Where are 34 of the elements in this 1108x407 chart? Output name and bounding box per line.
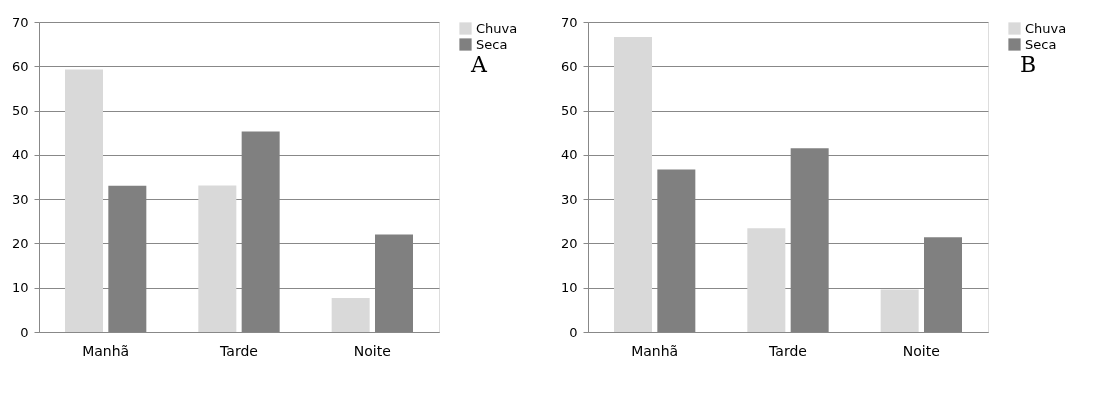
y-tick-label: 10 [560, 280, 578, 296]
text: A [470, 52, 489, 78]
legend-label: Seca [1025, 36, 1057, 52]
bar [614, 37, 652, 332]
y-tick-label: 70 [11, 14, 29, 30]
y-tick-label: 0 [569, 324, 578, 340]
bar [747, 228, 786, 332]
y-tick-label: 40 [11, 147, 29, 163]
text: B [1019, 52, 1037, 78]
bar [65, 69, 103, 332]
y-tick-label: 30 [11, 191, 29, 207]
y-tick-label: 20 [560, 235, 578, 251]
bar [880, 289, 919, 332]
y-tick-label: 50 [560, 103, 578, 119]
y-tick-label: 50 [11, 103, 29, 119]
x-tick-label: Noite [902, 342, 940, 359]
y-tick-label: 20 [11, 235, 29, 251]
x-tick-label: Manhã [631, 342, 679, 359]
bar [198, 185, 237, 332]
legend-label: Chuva [476, 20, 518, 36]
bar [331, 297, 370, 332]
y-tick-label: 40 [560, 147, 578, 163]
y-tick-label: 10 [11, 280, 29, 296]
x-tick-label: Tarde [768, 342, 807, 359]
y-tick-label: 60 [11, 58, 29, 74]
y-tick-label: 60 [560, 58, 578, 74]
y-tick-label: 70 [560, 14, 578, 30]
x-tick-label: Noite [353, 342, 391, 359]
legend-label: Chuva [1025, 20, 1067, 36]
y-tick-label: 0 [20, 324, 29, 340]
x-tick-label: Tarde [219, 342, 258, 359]
x-tick-label: Manhã [82, 342, 130, 359]
legend-label: Seca [476, 36, 508, 52]
y-tick-label: 30 [560, 191, 578, 207]
